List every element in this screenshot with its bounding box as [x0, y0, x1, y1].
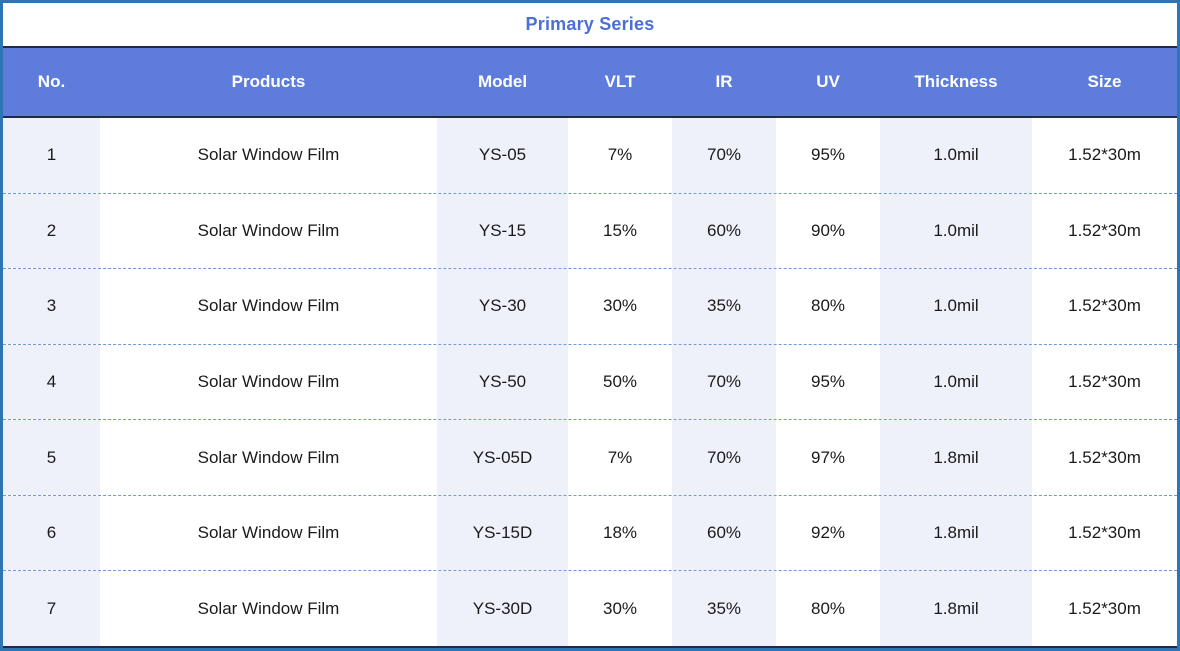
header-cell-thickness: Thickness [914, 72, 998, 91]
table-row: 2 Solar Window Film YS-15 15% 60% 90% 1.0mil 1.… [3, 193, 1177, 270]
cell-model: YS-15D [437, 495, 568, 571]
cell-size: 1.52*30m [1068, 145, 1141, 165]
table-row: 7 Solar Window Film YS-30D 30% 35% 80% 1.8mil 1… [3, 571, 1177, 647]
cell-products: Solar Window Film [197, 296, 340, 316]
table-title: Primary Series [525, 14, 655, 34]
cell-size: 1.52*30m [1068, 296, 1141, 316]
cell-ir: 35% [672, 571, 776, 647]
cell-ir: 60% [672, 495, 776, 571]
cell-vlt: 18% [602, 523, 638, 543]
cell-vlt: 7% [607, 145, 633, 165]
cell-model: YS-50 [437, 344, 568, 420]
table-body: 1 Solar Window Film YS-05 7% 70% 95% 1.0mil 1.5… [3, 118, 1177, 648]
cell-ir: 70% [672, 420, 776, 495]
cell-products: Solar Window Film [197, 372, 340, 392]
cell-size: 1.52*30m [1068, 598, 1141, 618]
cell-no: 1 [3, 118, 100, 193]
cell-no: 4 [3, 344, 100, 420]
cell-thickness: 1.8mil [880, 420, 1032, 495]
cell-thickness: 1.0mil [880, 193, 1032, 269]
cell-no: 3 [3, 269, 100, 344]
cell-thickness: 1.0mil [880, 269, 1032, 344]
cell-size: 1.52*30m [1068, 220, 1141, 240]
header-cell-model: Model [477, 72, 528, 91]
cell-vlt: 50% [602, 372, 638, 392]
cell-thickness: 1.8mil [880, 495, 1032, 571]
cell-model: YS-30D [437, 571, 568, 647]
table-row: 4 Solar Window Film YS-50 50% 70% 95% 1.0mil 1.… [3, 344, 1177, 421]
cell-model: YS-15 [437, 193, 568, 269]
cell-uv: 90% [810, 220, 846, 240]
header-cell-uv: UV [816, 72, 840, 91]
cell-model: YS-05 [437, 118, 568, 193]
cell-uv: 80% [810, 598, 846, 618]
cell-no: 6 [3, 495, 100, 571]
cell-vlt: 30% [602, 296, 638, 316]
table-title-bar: Primary Series [3, 3, 1177, 46]
cell-uv: 95% [810, 372, 846, 392]
cell-uv: 97% [810, 447, 846, 467]
header-cell-ir: IR [715, 72, 733, 91]
table-row: 5 Solar Window Film YS-05D 7% 70% 97% 1.8mil 1.… [3, 420, 1177, 496]
table-row: 6 Solar Window Film YS-15D 18% 60% 92% 1.8mil 1… [3, 495, 1177, 572]
header-cell-size: Size [1087, 72, 1122, 91]
cell-vlt: 15% [602, 220, 638, 240]
cell-size: 1.52*30m [1068, 523, 1141, 543]
cell-ir: 60% [672, 193, 776, 269]
cell-size: 1.52*30m [1068, 447, 1141, 467]
cell-no: 7 [3, 571, 100, 647]
cell-no: 2 [3, 193, 100, 269]
header-cell-no: No. [37, 72, 66, 91]
cell-products: Solar Window Film [197, 447, 340, 467]
cell-uv: 95% [810, 145, 846, 165]
cell-ir: 70% [672, 118, 776, 193]
cell-model: YS-30 [437, 269, 568, 344]
cell-ir: 35% [672, 269, 776, 344]
table-header-row: No. Products Model VLT IR UV Thickness S… [3, 46, 1177, 118]
cell-products: Solar Window Film [197, 145, 340, 165]
cell-no: 5 [3, 420, 100, 495]
cell-uv: 80% [810, 296, 846, 316]
cell-uv: 92% [810, 523, 846, 543]
cell-ir: 70% [672, 344, 776, 420]
header-cell-vlt: VLT [604, 72, 636, 91]
cell-vlt: 30% [602, 598, 638, 618]
cell-thickness: 1.0mil [880, 118, 1032, 193]
table-row: 3 Solar Window Film YS-30 30% 35% 80% 1.0mil 1.… [3, 269, 1177, 345]
cell-products: Solar Window Film [197, 598, 340, 618]
cell-vlt: 7% [607, 447, 633, 467]
cell-thickness: 1.0mil [880, 344, 1032, 420]
cell-size: 1.52*30m [1068, 372, 1141, 392]
header-cell-products: Products [231, 72, 306, 91]
cell-products: Solar Window Film [197, 220, 340, 240]
table-row: 1 Solar Window Film YS-05 7% 70% 95% 1.0mil 1.5… [3, 118, 1177, 194]
cell-products: Solar Window Film [197, 523, 340, 543]
cell-model: YS-05D [437, 420, 568, 495]
cell-thickness: 1.8mil [880, 571, 1032, 647]
